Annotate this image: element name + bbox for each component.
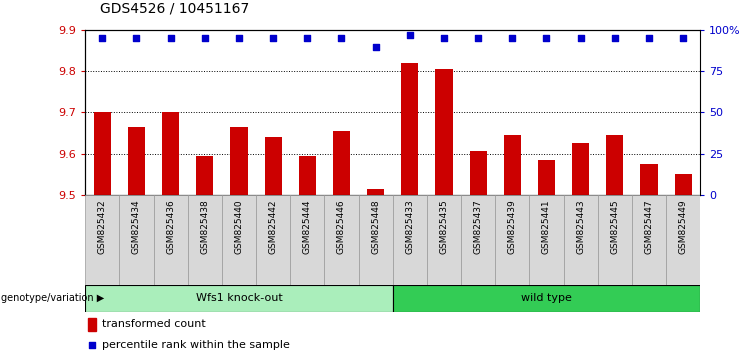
Point [199,35,210,41]
Bar [367,189,384,195]
Text: GSM825445: GSM825445 [611,199,619,254]
Bar [538,160,555,195]
Bar [88,318,96,331]
Bar [128,127,145,195]
Point [506,35,518,41]
Point [165,35,176,41]
Bar [119,195,153,285]
Point [336,35,348,41]
Text: GSM825449: GSM825449 [679,199,688,254]
Text: percentile rank within the sample: percentile rank within the sample [102,339,290,350]
Text: Wfs1 knock-out: Wfs1 knock-out [196,293,282,303]
Bar [85,195,119,285]
Bar [402,63,419,195]
Bar [230,127,247,195]
Point [130,35,142,41]
Point [404,32,416,38]
Point [472,35,484,41]
Text: GSM825448: GSM825448 [371,199,380,254]
Bar [359,195,393,285]
Point [438,35,450,41]
Point [96,35,108,41]
Bar [598,195,632,285]
Bar [265,137,282,195]
Bar [153,195,187,285]
Bar [256,195,290,285]
Text: GSM825438: GSM825438 [200,199,209,254]
Text: GSM825440: GSM825440 [234,199,244,254]
Bar [299,156,316,195]
Text: GSM825434: GSM825434 [132,199,141,254]
Text: GSM825435: GSM825435 [439,199,448,254]
Text: transformed count: transformed count [102,319,206,329]
Point [609,35,621,41]
Bar [196,156,213,195]
Point [643,35,655,41]
Bar [666,195,700,285]
Bar [162,113,179,195]
Bar [94,113,111,195]
Text: GSM825436: GSM825436 [166,199,175,254]
Bar [461,195,495,285]
Text: GSM825444: GSM825444 [303,199,312,254]
Point [540,35,552,41]
Point [268,35,279,41]
Bar [640,164,657,195]
Bar [290,195,325,285]
Point [233,35,245,41]
Text: GSM825439: GSM825439 [508,199,516,254]
Text: GSM825433: GSM825433 [405,199,414,254]
Bar [529,195,564,285]
Text: GSM825441: GSM825441 [542,199,551,254]
Bar [470,152,487,195]
Text: GSM825447: GSM825447 [645,199,654,254]
Bar [572,143,589,195]
Point [370,44,382,49]
Bar [606,135,623,195]
Point [575,35,587,41]
Text: genotype/variation ▶: genotype/variation ▶ [1,293,104,303]
Bar [427,195,461,285]
Text: GDS4526 / 10451167: GDS4526 / 10451167 [100,2,249,16]
Text: GSM825437: GSM825437 [473,199,482,254]
Bar [564,195,598,285]
Bar [393,195,427,285]
Bar [632,195,666,285]
Point [302,35,313,41]
Bar [333,131,350,195]
Bar [436,69,453,195]
Text: GSM825446: GSM825446 [337,199,346,254]
Point [677,35,689,41]
Bar [393,285,700,312]
Bar [222,195,256,285]
Bar [187,195,222,285]
Bar [504,135,521,195]
Text: GSM825432: GSM825432 [98,199,107,254]
Text: wild type: wild type [521,293,572,303]
Bar [85,285,393,312]
Text: GSM825443: GSM825443 [576,199,585,254]
Point [297,245,309,251]
Text: GSM825442: GSM825442 [269,199,278,254]
Bar [325,195,359,285]
Bar [495,195,529,285]
Bar [674,174,691,195]
